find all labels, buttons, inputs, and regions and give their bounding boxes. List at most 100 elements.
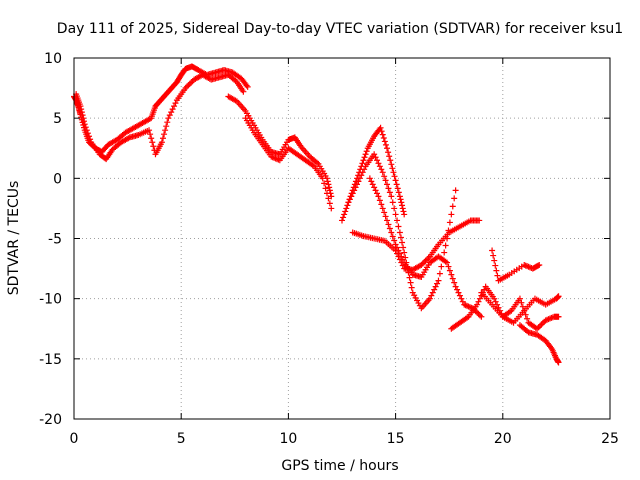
y-tick-label: -20 <box>39 412 62 428</box>
series-prn-j <box>478 289 562 326</box>
data-point <box>361 154 368 161</box>
data-point <box>79 112 86 119</box>
data-point <box>358 172 365 179</box>
data-point <box>441 249 448 256</box>
data-point <box>459 298 466 305</box>
data-point <box>361 166 368 173</box>
data-point <box>382 141 389 148</box>
x-tick-label: 5 <box>177 431 186 447</box>
data-point <box>495 304 502 311</box>
data-point <box>538 321 545 328</box>
data-point <box>385 221 392 228</box>
data-point <box>449 203 456 210</box>
data-point <box>80 115 87 122</box>
data-point <box>399 262 406 269</box>
data-point <box>394 244 401 251</box>
x-axis-label: GPS time / hours <box>281 458 398 474</box>
data-point <box>328 205 335 212</box>
data-point <box>475 298 482 305</box>
data-point <box>380 135 387 142</box>
data-point <box>87 136 94 143</box>
data-point <box>393 181 400 188</box>
data-point <box>325 195 332 202</box>
data-point <box>438 263 445 270</box>
data-point <box>150 143 157 150</box>
data-point <box>397 196 404 203</box>
data-point <box>186 80 193 87</box>
y-axis-ticks: 10 5 0 -5 -10 -15 -20 <box>39 51 610 428</box>
data-point <box>171 103 178 110</box>
data-point <box>388 193 395 200</box>
series-prn-k <box>516 322 562 366</box>
data-point <box>366 175 373 182</box>
data-point <box>81 121 88 128</box>
data-point <box>518 299 525 306</box>
data-point <box>445 263 452 270</box>
y-tick-label: -10 <box>39 292 62 308</box>
data-point <box>388 161 395 168</box>
data-point <box>326 187 333 194</box>
y-tick-label: 10 <box>44 51 62 67</box>
data-point <box>386 189 393 196</box>
data-point <box>522 311 529 318</box>
data-point <box>481 286 488 293</box>
data-point <box>475 310 482 317</box>
data-point <box>392 241 399 248</box>
data-point <box>322 185 329 192</box>
data-point <box>185 82 192 89</box>
data-point <box>384 145 391 152</box>
data-point <box>392 177 399 184</box>
data-point <box>458 295 465 302</box>
data-point <box>149 139 156 146</box>
data-point <box>382 213 389 220</box>
data-point <box>354 181 361 188</box>
x-tick-label: 25 <box>601 431 619 447</box>
data-point <box>399 256 406 263</box>
data-point <box>389 233 396 240</box>
data-point <box>378 201 385 208</box>
data-point <box>536 261 543 268</box>
data-point <box>352 184 359 191</box>
data-point <box>455 289 462 296</box>
data-point <box>491 295 498 302</box>
data-point <box>406 274 413 281</box>
data-marks <box>71 63 562 366</box>
data-point <box>183 83 190 90</box>
data-point <box>395 189 402 196</box>
data-point <box>382 177 389 184</box>
data-point <box>339 217 345 224</box>
y-tick-label: 5 <box>53 111 62 127</box>
data-point <box>375 160 382 167</box>
data-point <box>371 151 378 158</box>
data-point <box>449 275 456 282</box>
data-point <box>476 217 483 224</box>
data-point <box>384 181 391 188</box>
data-point <box>432 283 439 290</box>
data-point <box>388 229 395 236</box>
series-prn-b <box>73 71 247 163</box>
grid <box>74 58 610 419</box>
data-point <box>384 217 391 224</box>
y-tick-label: 0 <box>53 171 62 187</box>
data-point <box>395 223 402 230</box>
data-point <box>395 247 402 254</box>
data-point <box>158 139 165 146</box>
data-point <box>359 169 366 176</box>
data-point <box>163 123 170 130</box>
data-point <box>166 112 173 119</box>
data-point <box>359 160 366 167</box>
data-point <box>451 279 458 286</box>
data-point <box>434 280 441 287</box>
data-point <box>172 100 179 107</box>
data-point <box>489 247 496 254</box>
x-tick-label: 0 <box>70 431 79 447</box>
data-point <box>375 193 382 200</box>
data-point <box>385 149 392 156</box>
data-point <box>400 208 407 215</box>
data-point <box>389 165 396 172</box>
y-tick-label: -5 <box>48 232 62 248</box>
data-point <box>161 131 168 138</box>
data-point <box>476 295 483 302</box>
data-point <box>77 103 84 110</box>
